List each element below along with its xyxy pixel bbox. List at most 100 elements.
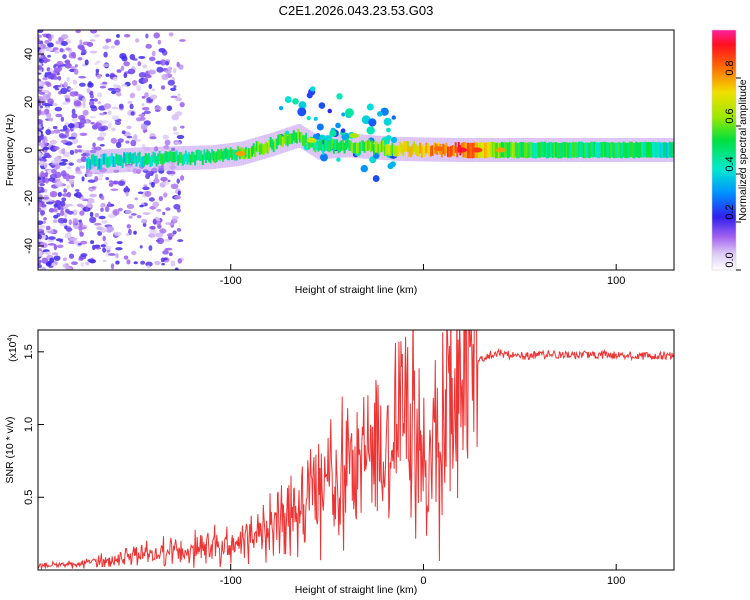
heatmap-ridge-cell — [224, 147, 227, 159]
heatmap-ridge-cell — [571, 141, 574, 158]
snr-xtick-label: 0 — [420, 575, 426, 587]
heatmap-noise-cell — [89, 115, 96, 119]
heatmap-ridge-cell — [303, 135, 306, 146]
heatmap-ridge-cell — [591, 142, 594, 158]
heatmap-noise-cell — [64, 232, 72, 239]
heatmap-ridge-cell — [590, 141, 593, 158]
snr-ytick-label: 0.5 — [23, 490, 35, 505]
heatmap-ridge-cell — [668, 141, 671, 158]
heatmap-ridge-cell — [274, 138, 277, 150]
heatmap-ridge-cell — [124, 153, 127, 165]
heatmap-noise-cell — [156, 208, 162, 212]
heatmap-feature-cell — [292, 98, 299, 105]
heatmap-noise-cell — [54, 178, 61, 182]
heatmap-noise-cell — [129, 53, 136, 61]
heatmap-ridge-cell — [291, 133, 294, 144]
heatmap-noise-cell — [85, 261, 90, 266]
heatmap-noise-cell — [136, 85, 142, 92]
heatmap-ridge-cell — [337, 142, 340, 154]
heatmap-noise-cell — [86, 88, 91, 93]
heatmap-noise-cell — [43, 217, 47, 221]
heatmap-ridge-cell — [315, 139, 318, 151]
heatmap-noise-cell — [77, 57, 83, 61]
heatmap-ridge-cell — [633, 143, 636, 159]
heatmap-ridge-cell — [249, 147, 252, 159]
heatmap-noise-cell — [148, 83, 153, 89]
heatmap-ridge-cell — [100, 159, 103, 170]
heatmap-ridge-cell — [485, 142, 488, 159]
heatmap-noise-cell — [157, 39, 162, 45]
heatmap-noise-cell — [121, 55, 128, 62]
heatmap-ridge-cell — [298, 132, 301, 143]
heatmap-feature-cell — [327, 108, 332, 114]
heatmap-ridge-cell — [635, 141, 638, 158]
heatmap-noise-cell — [60, 116, 65, 122]
heatmap-ridge-cell — [508, 141, 511, 158]
heatmap-ridge-cell — [211, 149, 214, 160]
heatmap-noise-cell — [69, 179, 75, 185]
heatmap-noise-cell — [61, 40, 68, 46]
heatmap-noise-cell — [106, 230, 113, 233]
heatmap-noise-cell — [87, 179, 96, 183]
heatmap-noise-cell — [38, 220, 44, 226]
heatmap-feature-cell — [391, 115, 396, 120]
heatmap-ridge-cell — [121, 157, 124, 169]
heatmap-ridge-cell — [371, 140, 374, 152]
heatmap-ridge-cell — [192, 151, 195, 163]
heatmap-peak-cell — [235, 151, 246, 157]
heatmap-noise-cell — [47, 54, 51, 58]
heatmap-noise-cell — [68, 87, 74, 91]
heatmap-ridge-cell — [209, 152, 212, 164]
heatmap-ridge-cell — [524, 142, 527, 158]
heatmap-noise-cell — [180, 125, 185, 129]
heatmap-noise-cell — [179, 39, 186, 42]
heatmap-noise-cell — [64, 59, 71, 65]
heatmap-ridge-cell — [363, 142, 366, 153]
heatmap-ridge-cell — [618, 142, 621, 158]
heatmap-ridge-cell — [232, 149, 235, 160]
heatmap-noise-cell — [68, 175, 75, 180]
heatmap-noise-cell — [38, 179, 43, 184]
heatmap-ridge-cell — [214, 152, 217, 164]
heatmap-noise-cell — [107, 110, 112, 115]
heatmap-ridge-cell — [117, 154, 120, 166]
snr-xlabel: Height of straight line (km) — [295, 584, 418, 596]
heatmap-noise-cell — [165, 247, 173, 251]
heatmap-noise-cell — [102, 45, 110, 50]
heatmap-ridge-cell — [422, 144, 425, 156]
heatmap-noise-cell — [44, 39, 50, 44]
heatmap-noise-cell — [140, 218, 148, 224]
heatmap-noise-cell — [93, 34, 101, 38]
heatmap-ridge-cell — [417, 146, 420, 157]
heatmap-noise-cell — [97, 101, 102, 105]
heatmap-noise-cell — [38, 160, 46, 166]
heatmap-ridge-cell — [594, 142, 597, 158]
heatmap-noise-cell — [75, 170, 83, 175]
heatmap-ridge-cell — [513, 142, 516, 159]
heatmap-noise-cell — [123, 33, 131, 38]
heatmap-noise-cell — [143, 184, 148, 187]
heatmap-ridge-cell — [604, 141, 607, 158]
heatmap-ridge-cell — [339, 141, 342, 153]
heatmap-noise-cell — [73, 100, 82, 107]
heatmap-noise-cell — [136, 215, 142, 219]
heatmap-noise-cell — [57, 191, 62, 197]
heatmap-ridge-cell — [426, 143, 429, 154]
heatmap-noise-cell — [40, 170, 45, 177]
heatmap-ridge-cell — [559, 142, 562, 159]
heatmap-ridge-cell — [126, 152, 129, 163]
heatmap-noise-cell — [117, 207, 123, 212]
heatmap-noise-cell — [38, 186, 41, 192]
heatmap-noise-cell — [159, 228, 167, 234]
heatmap-noise-cell — [135, 38, 140, 43]
heatmap-ridge-cell — [95, 155, 98, 167]
heatmap-noise-cell — [60, 170, 67, 177]
heatmap-ridge-cell — [525, 142, 528, 159]
heatmap-ridge-cell — [554, 142, 557, 158]
heatmap-ridge-cell — [204, 152, 207, 163]
heatmap-ridge-cell — [101, 154, 104, 166]
heatmap-noise-cell — [131, 79, 138, 86]
heatmap-feature-cell — [336, 93, 343, 100]
heatmap-noise-cell — [62, 257, 67, 261]
heatmap-ridge-cell — [212, 150, 215, 162]
